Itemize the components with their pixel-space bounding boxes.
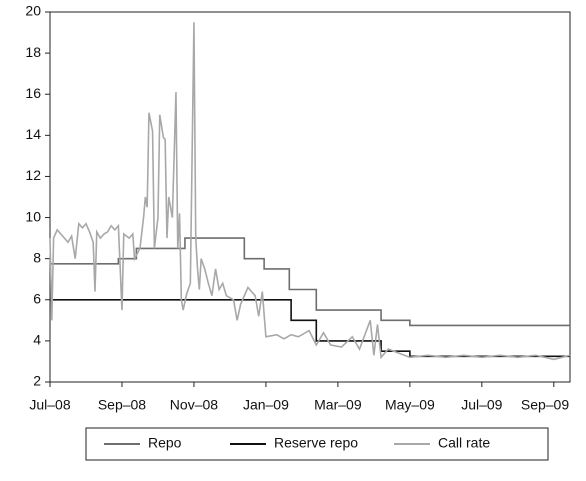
x-tick-label: Jan–09	[243, 397, 289, 413]
y-tick-label: 12	[25, 167, 41, 183]
x-tick-label: Jul–08	[29, 397, 70, 413]
x-tick-label: Sep–09	[521, 397, 569, 413]
series-line	[50, 298, 570, 358]
x-tick-label: Nov–08	[170, 397, 218, 413]
legend-label: Reserve repo	[274, 435, 358, 451]
y-tick-label: 10	[25, 208, 41, 224]
y-tick-label: 2	[33, 373, 41, 389]
y-tick-label: 6	[33, 290, 41, 306]
legend-label: Repo	[148, 435, 182, 451]
x-tick-label: Mar–09	[314, 397, 362, 413]
y-tick-label: 4	[33, 332, 41, 348]
x-tick-label: May–09	[385, 397, 435, 413]
y-tick-label: 16	[25, 85, 41, 101]
series-line	[49, 22, 571, 361]
plot-frame	[49, 11, 571, 383]
x-tick-label: Jul–09	[461, 397, 502, 413]
y-tick-label: 20	[25, 3, 41, 19]
x-tick-label: Sep–08	[98, 397, 146, 413]
y-tick-label: 14	[25, 126, 41, 142]
legend-label: Call rate	[438, 435, 490, 451]
y-tick-label: 8	[33, 249, 41, 265]
y-tick-label: 18	[25, 44, 41, 60]
series-line	[50, 237, 570, 327]
legend-box	[85, 427, 549, 461]
